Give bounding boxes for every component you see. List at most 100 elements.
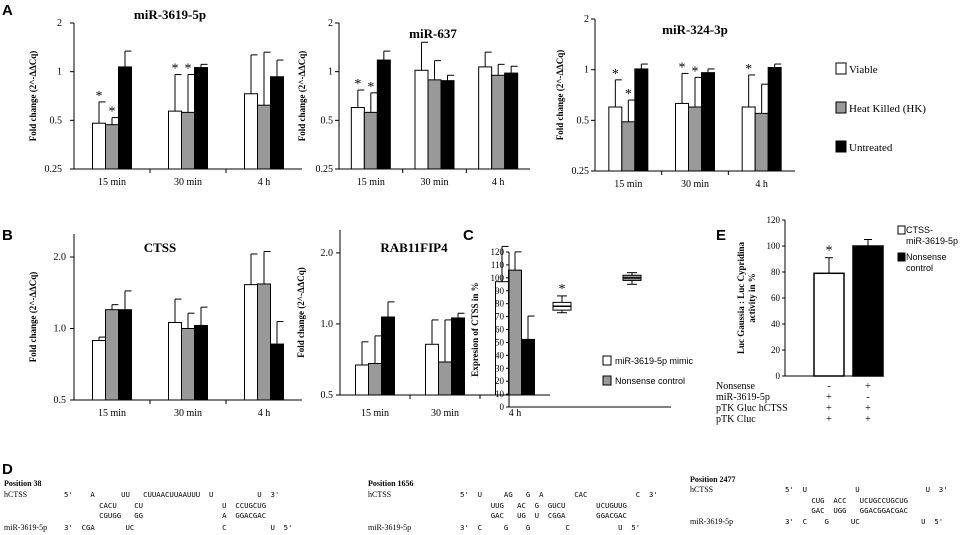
condition-label: Nonsense	[716, 381, 755, 392]
legend-label-nonsense-e-1: Nonsense	[906, 252, 947, 262]
significance-star: *	[745, 62, 752, 77]
significance-star: *	[185, 62, 192, 77]
alignment-line: CACU CU U CCUGCUG	[64, 501, 266, 510]
alignment-line: 5' U AG G A CAC C 3'	[460, 490, 658, 499]
condition-value: +	[865, 414, 871, 425]
chart-title: RAB11FIP4	[380, 240, 448, 255]
y-tick-label: 120	[767, 215, 781, 225]
y-tick-label: 110	[491, 260, 505, 270]
bar-untreated-4-h	[504, 72, 519, 170]
y-tick-label: 70	[495, 312, 505, 322]
panel-letter-e: E	[716, 227, 726, 244]
x-tick-label: 15 min	[614, 179, 642, 190]
bar-viable-30-min	[414, 69, 429, 170]
y-tick-label: 2	[57, 18, 62, 29]
condition-value: +	[826, 392, 832, 403]
condition-value: -	[827, 381, 830, 392]
y-tick-label: 60	[495, 325, 505, 335]
bar-untreated-30-min	[194, 67, 208, 170]
bar-heat-killed-hk-30-min	[688, 106, 702, 172]
y-tick-label: 100	[767, 241, 781, 251]
significance-star: *	[109, 105, 116, 120]
condition-label: pTK Cluc	[716, 414, 756, 425]
y-tick-label: 2	[328, 18, 333, 29]
y-tick-label: 50	[495, 337, 505, 347]
bar-heat-killed-hk-15-min	[105, 309, 119, 401]
legend-swatch-heat-killed	[835, 101, 847, 114]
bar-viable-4-h	[478, 66, 493, 170]
y-tick-label: 40	[771, 319, 781, 329]
significance-star: *	[826, 244, 833, 259]
significance-star: *	[679, 60, 686, 75]
bar-untreated-30-min	[451, 317, 465, 396]
bar-heat-killed-hk-15-min	[368, 362, 382, 396]
bar-viable-15-min	[608, 106, 623, 172]
y-tick-label: 20	[495, 376, 505, 386]
bar-heat-killed-hk-4-h	[754, 112, 769, 172]
x-tick-label: 15 min	[361, 408, 389, 419]
bar-heat-killed-hk-30-min	[438, 361, 452, 396]
legend-swatch-mimic	[602, 355, 612, 366]
significance-star: *	[625, 87, 632, 102]
y-tick-label: 0.5	[321, 115, 334, 126]
y-tick-label: 20	[771, 345, 781, 355]
x-tick-label: 4 h	[509, 408, 522, 419]
alignment-position-1656: Position 1656 hCTSS miR-3619-5p 5' U AG …	[368, 479, 658, 532]
alignment-position-label: Position 38	[4, 479, 42, 488]
bar-viable-30-min	[168, 110, 182, 170]
legend-label-viable: Viable	[849, 64, 878, 76]
chart-title: miR-637	[409, 26, 457, 41]
bar-heat-killed-hk-4-h	[508, 269, 522, 396]
panel-letter-a: A	[2, 2, 13, 19]
bar-untreated-4-h	[767, 67, 782, 172]
significance-star: *	[612, 67, 619, 82]
legend-label-ctss-2: miR-3619-5p	[906, 236, 958, 246]
alignment-line: 3' CGA UC C U 5'	[64, 523, 292, 532]
legend-e: CTSS- miR-3619-5p Nonsense control	[897, 225, 958, 273]
bar-untreated-4-h	[270, 343, 284, 401]
x-tick-label: 15 min	[98, 177, 126, 188]
legend-label-mimic: miR-3619-5p mimic	[615, 356, 694, 366]
panel-letter-b: B	[2, 227, 13, 244]
legend-label-heat-killed: Heat Killed (HK)	[849, 103, 926, 115]
bar-heat-killed-hk-15-min	[105, 124, 119, 170]
y-axis-label: Fold change (2^-ΔΔCq)	[297, 51, 307, 142]
y-tick-label: 0.25	[45, 164, 63, 175]
y-tick-label: 60	[771, 293, 781, 303]
condition-value: +	[865, 381, 871, 392]
y-axis-label: Fold change (2^-ΔΔCq)	[296, 267, 306, 358]
bar-heat-killed-hk-4-h	[491, 74, 506, 170]
y-tick-label: 90	[495, 286, 505, 296]
y-tick-label: 120	[491, 247, 505, 257]
y-axis-label: Fold change (2^-ΔΔCq)	[555, 50, 565, 141]
significance-star: *	[172, 62, 179, 77]
condition-value: -	[866, 392, 869, 403]
bar-heat-killed-hk-30-min	[181, 328, 195, 401]
bar-viable-4-h	[244, 93, 258, 170]
chart-title: miR-3619-5p	[134, 7, 206, 22]
chart-mir-3619-5p: 0.25 0.5 1 2 miR-3619-5p Fold change (2^-ΔΔCq…	[28, 7, 302, 188]
y-tick-label: 1.0	[321, 319, 334, 330]
bar-untreated-15-min	[376, 59, 391, 170]
x-tick-label: 4 h	[492, 177, 505, 188]
x-tick-label: 30 min	[681, 179, 709, 190]
bar-heat-killed-hk-30-min	[427, 79, 442, 170]
x-tick-label: 4 h	[258, 177, 271, 188]
significance-star: *	[367, 80, 374, 95]
x-tick-label: 30 min	[174, 177, 202, 188]
y-axis-label-line2: activity in %	[747, 273, 757, 323]
y-tick-label: 10	[495, 389, 505, 399]
legend-swatch-ctss	[897, 225, 906, 235]
alignment-position-label: Position 1656	[368, 479, 414, 488]
bar-heat-killed-hk-30-min	[181, 111, 195, 170]
alignment-target-label: hCTSS	[4, 490, 27, 499]
bar-untreated-15-min	[634, 68, 649, 172]
alignment-line: CUG ACC UCUGCCUGCUG	[785, 496, 908, 505]
alignment-line: 5' U U U 3'	[785, 485, 948, 494]
x-tick-label: 4 h	[258, 408, 271, 419]
alignment-line: CGUGG GG A GGACGAC	[64, 511, 266, 520]
y-tick-label: 0.5	[577, 115, 590, 126]
legend-swatch-nonsense-e	[897, 252, 906, 262]
chart-luciferase-activity: 0 20 40 60 80 100 120 Luc Gaussia : Luc Cypridi…	[716, 215, 884, 425]
